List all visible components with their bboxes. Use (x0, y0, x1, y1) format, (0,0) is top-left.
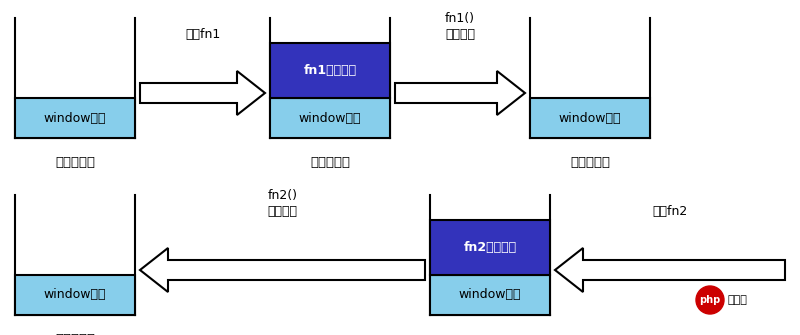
Bar (530, 98, 650, 138)
Text: 执行完毕: 执行完毕 (445, 28, 475, 41)
Text: window对象: window对象 (44, 112, 106, 125)
Text: 执行环境栈: 执行环境栈 (570, 156, 610, 169)
Text: 执行完毕: 执行完毕 (267, 205, 298, 218)
Text: 执行环境栈: 执行环境栈 (55, 333, 95, 335)
Text: fn1(): fn1() (445, 12, 475, 25)
FancyArrow shape (140, 248, 425, 292)
FancyArrow shape (555, 248, 785, 292)
Bar (430, 220, 550, 275)
Text: window对象: window对象 (298, 112, 362, 125)
Text: 中文网: 中文网 (728, 295, 748, 305)
Text: 调用fn1: 调用fn1 (185, 28, 220, 41)
Bar (270, 98, 390, 138)
Bar (15, 98, 135, 138)
Circle shape (696, 286, 724, 314)
FancyArrow shape (395, 71, 525, 115)
Text: window对象: window对象 (558, 112, 622, 125)
Bar (430, 275, 550, 315)
Text: window对象: window对象 (458, 288, 522, 302)
Text: window对象: window对象 (44, 288, 106, 302)
Bar (270, 43, 390, 98)
Text: 调用fn2: 调用fn2 (652, 205, 688, 218)
Text: fn1函数对象: fn1函数对象 (303, 64, 357, 77)
Bar (15, 275, 135, 315)
Text: fn2(): fn2() (267, 189, 298, 202)
Text: 执行环境栈: 执行环境栈 (310, 156, 350, 169)
Text: php: php (699, 295, 721, 305)
Text: 执行环境栈: 执行环境栈 (55, 156, 95, 169)
Text: fn2函数对象: fn2函数对象 (463, 241, 517, 254)
FancyArrow shape (140, 71, 265, 115)
